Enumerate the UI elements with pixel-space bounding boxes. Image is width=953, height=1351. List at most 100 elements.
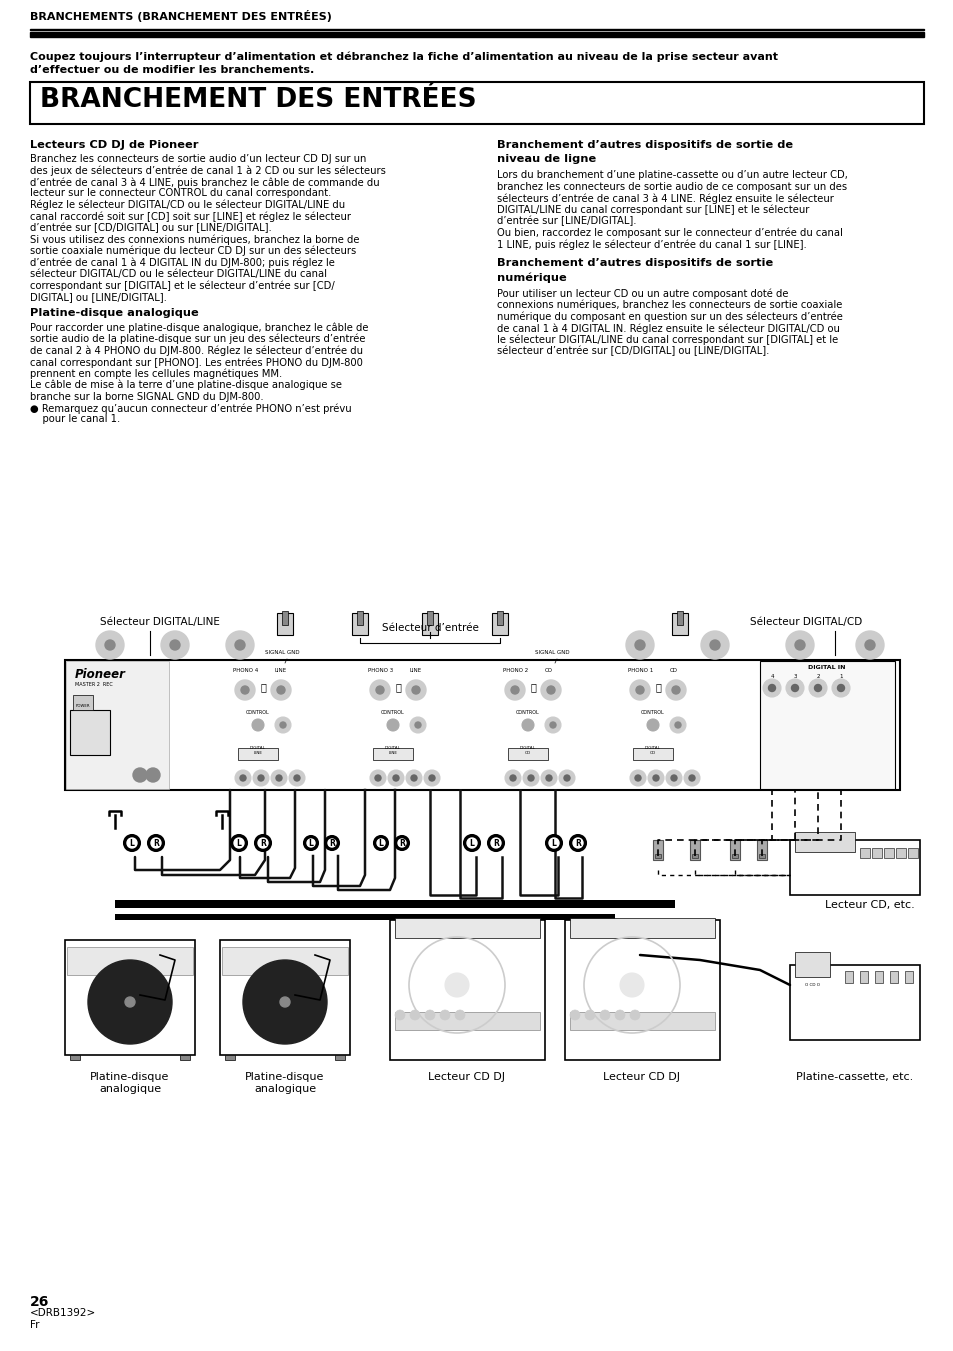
Circle shape bbox=[652, 775, 659, 781]
Circle shape bbox=[455, 1011, 464, 1020]
Text: CO: CO bbox=[544, 667, 553, 673]
Bar bbox=[220, 940, 350, 1055]
Bar bbox=[237, 748, 277, 761]
Bar bbox=[757, 840, 766, 861]
Bar bbox=[67, 947, 193, 975]
Circle shape bbox=[105, 640, 115, 650]
Bar bbox=[874, 971, 882, 984]
Bar bbox=[569, 1012, 714, 1029]
Circle shape bbox=[411, 775, 416, 781]
Circle shape bbox=[328, 839, 335, 847]
Circle shape bbox=[647, 770, 663, 786]
Text: R: R bbox=[575, 839, 580, 847]
Circle shape bbox=[429, 775, 435, 781]
Text: 4: 4 bbox=[769, 674, 773, 680]
Text: ● Remarquez qu’aucun connecteur d’entrée PHONO n’est prévu: ● Remarquez qu’aucun connecteur d’entrée… bbox=[30, 403, 352, 413]
Text: correspondant sur [DIGITAL] et le sélecteur d’entrée sur [CD/: correspondant sur [DIGITAL] et le sélect… bbox=[30, 281, 335, 290]
Circle shape bbox=[563, 775, 569, 781]
Circle shape bbox=[444, 973, 469, 997]
Text: lecteur sur le connecteur CONTROL du canal correspondant.: lecteur sur le connecteur CONTROL du can… bbox=[30, 189, 331, 199]
Text: PHONO 1: PHONO 1 bbox=[627, 667, 653, 673]
Text: d’entrée sur [CD/DIGITAL] ou sur [LINE/DIGITAL].: d’entrée sur [CD/DIGITAL] ou sur [LINE/D… bbox=[30, 223, 272, 234]
Bar bbox=[30, 82, 923, 124]
Bar bbox=[569, 917, 714, 938]
Bar bbox=[180, 1055, 190, 1061]
Circle shape bbox=[161, 631, 189, 659]
Text: DIGITAL
CO: DIGITAL CO bbox=[519, 746, 536, 755]
Circle shape bbox=[550, 721, 556, 728]
Circle shape bbox=[791, 685, 798, 692]
Text: Platine-disque
analogique: Platine-disque analogique bbox=[91, 1071, 170, 1093]
Bar bbox=[564, 920, 720, 1061]
Circle shape bbox=[132, 767, 147, 782]
Circle shape bbox=[785, 631, 813, 659]
Circle shape bbox=[241, 686, 249, 694]
Circle shape bbox=[124, 835, 140, 851]
Text: d’entrée de canal 1 à 4 DIGITAL IN du DJM-800; puis réglez le: d’entrée de canal 1 à 4 DIGITAL IN du DJ… bbox=[30, 258, 335, 267]
Bar bbox=[844, 971, 852, 984]
Text: DIGITAL
LINE: DIGITAL LINE bbox=[385, 746, 400, 755]
Text: sélecteur DIGITAL/CD ou le sélecteur DIGITAL/LINE du canal: sélecteur DIGITAL/CD ou le sélecteur DIG… bbox=[30, 269, 327, 280]
Bar bbox=[222, 947, 348, 975]
Bar bbox=[859, 971, 867, 984]
Text: CONTROL: CONTROL bbox=[381, 711, 404, 715]
Bar bbox=[492, 613, 507, 635]
Circle shape bbox=[406, 770, 421, 786]
Bar bbox=[871, 848, 882, 858]
Text: ⏚: ⏚ bbox=[395, 682, 400, 692]
Circle shape bbox=[127, 838, 137, 848]
Bar bbox=[427, 611, 433, 626]
Circle shape bbox=[635, 775, 640, 781]
Circle shape bbox=[415, 721, 420, 728]
Text: canal correspondant sur [PHONO]. Les entrées PHONO du DJM-800: canal correspondant sur [PHONO]. Les ent… bbox=[30, 357, 362, 367]
Circle shape bbox=[573, 838, 582, 848]
Bar bbox=[395, 1012, 539, 1029]
Bar bbox=[115, 900, 675, 908]
Bar bbox=[352, 613, 368, 635]
Text: DIGITAL
LINE: DIGITAL LINE bbox=[250, 746, 266, 755]
Circle shape bbox=[254, 835, 271, 851]
Circle shape bbox=[146, 767, 160, 782]
Bar bbox=[395, 917, 539, 938]
Bar bbox=[759, 854, 764, 858]
Circle shape bbox=[545, 835, 561, 851]
Bar bbox=[65, 940, 194, 1055]
Circle shape bbox=[521, 719, 534, 731]
Text: MASTER 2  REC: MASTER 2 REC bbox=[75, 682, 112, 688]
Bar bbox=[70, 711, 110, 755]
Text: Pour utiliser un lecteur CD ou un autre composant doté de: Pour utiliser un lecteur CD ou un autre … bbox=[497, 289, 788, 299]
Text: d’entrée sur [LINE/DIGITAL].: d’entrée sur [LINE/DIGITAL]. bbox=[497, 216, 636, 227]
Circle shape bbox=[370, 770, 386, 786]
Circle shape bbox=[467, 838, 476, 848]
Circle shape bbox=[491, 838, 500, 848]
Text: CONTROL: CONTROL bbox=[246, 711, 270, 715]
Text: Réglez le sélecteur DIGITAL/CD ou le sélecteur DIGITAL/LINE du: Réglez le sélecteur DIGITAL/CD ou le sél… bbox=[30, 200, 345, 211]
Text: CONTROL: CONTROL bbox=[516, 711, 539, 715]
Circle shape bbox=[510, 775, 516, 781]
Bar bbox=[652, 840, 662, 861]
Text: d’entrée de canal 3 à 4 LINE, puis branchez le câble de commande du: d’entrée de canal 3 à 4 LINE, puis branc… bbox=[30, 177, 379, 188]
Circle shape bbox=[504, 770, 520, 786]
Text: sortie coaxiale numérique du lecteur CD DJ sur un des sélecteurs: sortie coaxiale numérique du lecteur CD … bbox=[30, 246, 355, 257]
Text: 2: 2 bbox=[816, 674, 819, 680]
Text: Branchement d’autres dispositifs de sortie de: Branchement d’autres dispositifs de sort… bbox=[497, 141, 792, 150]
Bar bbox=[356, 611, 363, 626]
Circle shape bbox=[375, 686, 384, 694]
Circle shape bbox=[569, 835, 585, 851]
Circle shape bbox=[374, 836, 388, 850]
Text: Le câble de mise à la terre d’une platine-disque analogique se: Le câble de mise à la terre d’une platin… bbox=[30, 380, 341, 390]
Text: niveau de ligne: niveau de ligne bbox=[497, 154, 596, 163]
Text: CD: CD bbox=[669, 667, 678, 673]
Circle shape bbox=[629, 680, 649, 700]
Circle shape bbox=[629, 1011, 639, 1020]
Text: L: L bbox=[469, 839, 474, 847]
Circle shape bbox=[395, 1011, 405, 1020]
Text: POWER: POWER bbox=[75, 704, 91, 708]
Circle shape bbox=[234, 770, 251, 786]
Circle shape bbox=[762, 680, 781, 697]
Text: d’effectuer ou de modifier les branchements.: d’effectuer ou de modifier les brancheme… bbox=[30, 65, 314, 76]
Text: Sélecteur DIGITAL/CD: Sélecteur DIGITAL/CD bbox=[749, 617, 862, 627]
Bar bbox=[655, 854, 660, 858]
Circle shape bbox=[274, 717, 291, 734]
Circle shape bbox=[548, 838, 558, 848]
